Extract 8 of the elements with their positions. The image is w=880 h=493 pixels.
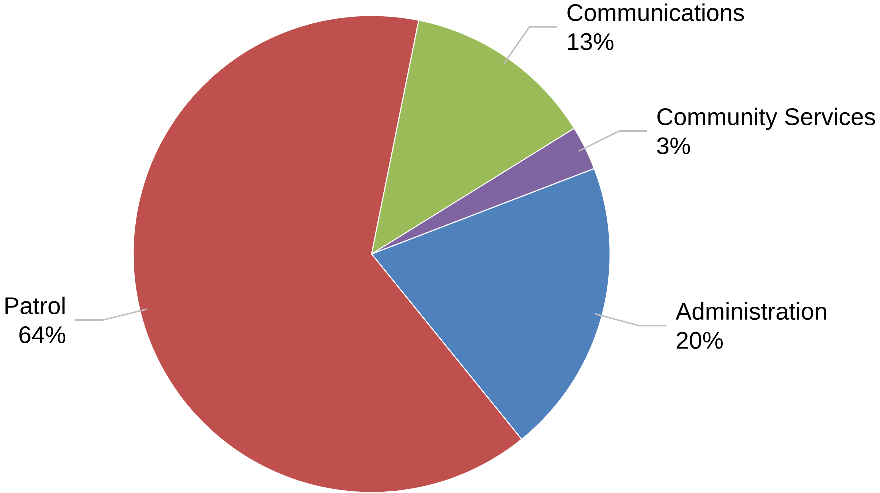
data-label: 3% bbox=[657, 137, 690, 154]
slice-label: Community Services bbox=[658, 108, 876, 130]
data-label: 64% bbox=[20, 326, 66, 344]
data-label: 20% bbox=[677, 332, 723, 350]
slice-label: Administration bbox=[676, 302, 826, 320]
slice-label: Communications bbox=[568, 4, 744, 22]
data-label: 13% bbox=[568, 33, 614, 50]
slice-label: Patrol bbox=[6, 296, 65, 314]
